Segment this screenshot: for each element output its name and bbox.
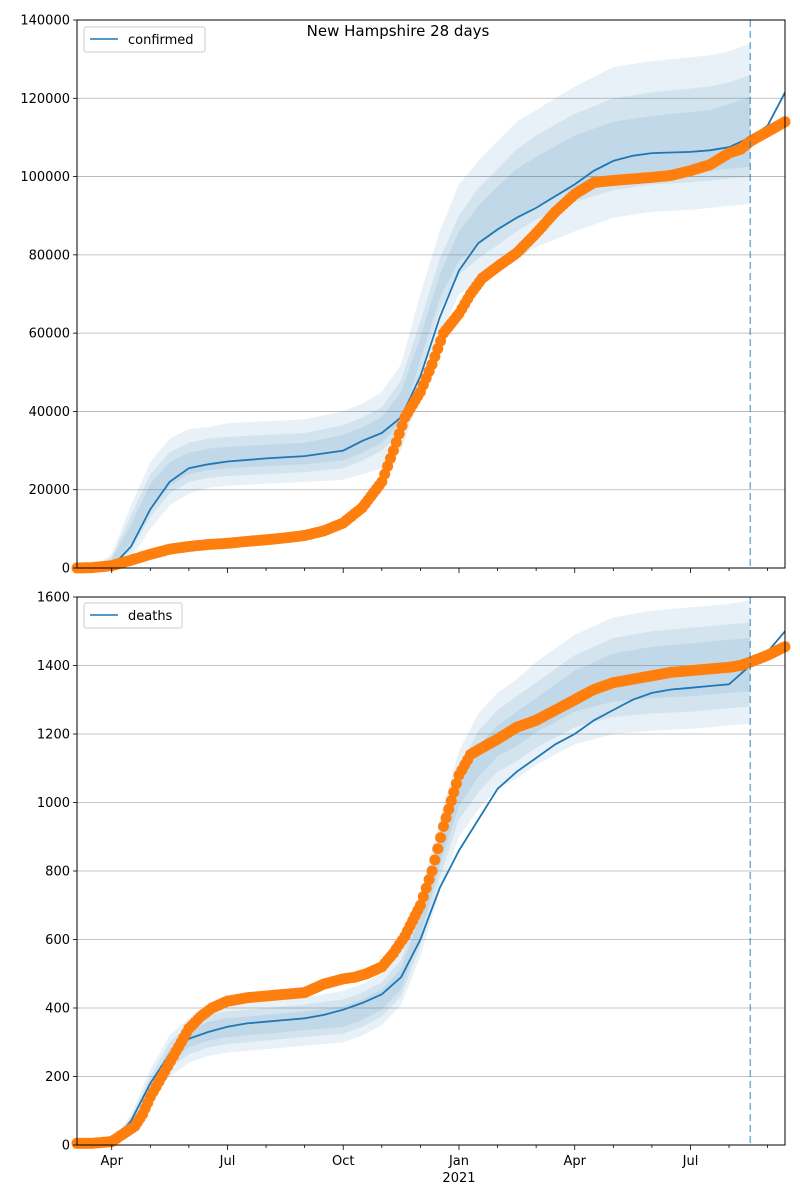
deaths-line: [77, 630, 786, 1146]
observed-point: [440, 812, 452, 824]
axes-border: [76, 19, 786, 569]
y-axis: 0 20000 40000 60000 80000 100000 120000 140000: [20, 14, 77, 577]
y-tick-label: 800: [45, 865, 70, 880]
band-middle: [77, 622, 751, 1145]
legend-box: [83, 26, 206, 53]
x-tick-label: Jul: [682, 1154, 699, 1169]
observed-point: [445, 795, 457, 807]
legend-label: deaths: [128, 609, 173, 624]
y-tick-label: 100000: [20, 170, 70, 185]
y-tick-label: 400: [45, 1002, 70, 1017]
x-tick-label: Oct: [332, 1154, 354, 1169]
y-tick-label: 1600: [37, 591, 70, 606]
observed-point: [414, 899, 426, 911]
x-tick-label: Apr: [563, 1154, 586, 1169]
series-layer: [71, 630, 791, 1149]
band-outer: [77, 600, 751, 1145]
axes-frame: [76, 19, 786, 569]
y-tick-label: 1400: [37, 659, 70, 674]
legend-label: confirmed: [128, 33, 194, 48]
observed-point: [448, 786, 460, 798]
y-tick-label: 0: [62, 562, 70, 577]
observed-point: [450, 778, 462, 790]
observed-point: [443, 803, 455, 815]
observed-point: [420, 882, 432, 894]
legend: confirmed: [83, 26, 206, 53]
band-inner: [77, 638, 751, 1145]
observed-point: [426, 865, 438, 877]
observed-point: [387, 445, 399, 457]
confirmed-panel: 020000400006000080000100000120000140000 …: [20, 14, 791, 577]
observed-point: [432, 843, 444, 855]
band-outer: [77, 43, 751, 568]
y-tick-label: 1000: [37, 796, 70, 811]
y-axis: 0 200 400 600 800 1000 1200 1400 1600: [37, 591, 77, 1154]
uncertainty-bands: [77, 43, 751, 569]
observed-point: [390, 436, 402, 448]
y-tick-label: 60000: [29, 327, 70, 342]
observed-point: [393, 428, 405, 440]
uncertainty-bands: [77, 600, 751, 1145]
y-tick-label: 200: [45, 1070, 70, 1085]
x-tick-label: Jul: [219, 1154, 236, 1169]
series-layer: [71, 91, 791, 574]
observed-point: [438, 821, 449, 832]
observed-point: [423, 874, 435, 886]
y-tick-label: 0: [62, 1139, 70, 1154]
band-middle: [77, 74, 751, 569]
y-tick-label: 140000: [20, 14, 70, 29]
observed-point: [429, 854, 441, 866]
x-tick-label: Apr: [100, 1154, 123, 1169]
confirmed-line: [76, 91, 786, 569]
y-tick-label: 600: [45, 933, 70, 948]
y-tick-label: 1200: [37, 728, 70, 743]
x-year-label: 2021: [442, 1171, 475, 1186]
observed-point: [396, 420, 408, 432]
deaths-panel: 0 200 400 600 800 1000 1200 1400 1600 Apr Jul Oct J…: [37, 591, 791, 1186]
x-tick-label: Jan: [448, 1154, 469, 1169]
x-axis: [111, 568, 769, 573]
observed-point: [417, 891, 429, 903]
y-tick-label: 120000: [20, 92, 70, 107]
legend-box: [83, 602, 183, 629]
band-inner: [77, 96, 751, 569]
x-axis: Apr Jul Oct Jan Apr Jul 2021: [100, 1145, 769, 1186]
legend: deaths: [83, 602, 183, 629]
figure-title: New Hampshire 28 days: [307, 22, 490, 40]
y-tick-label: 40000: [29, 405, 70, 420]
y-tick-label: 80000: [29, 248, 70, 263]
observed-point: [435, 832, 447, 844]
y-tick-label: 20000: [29, 483, 70, 498]
